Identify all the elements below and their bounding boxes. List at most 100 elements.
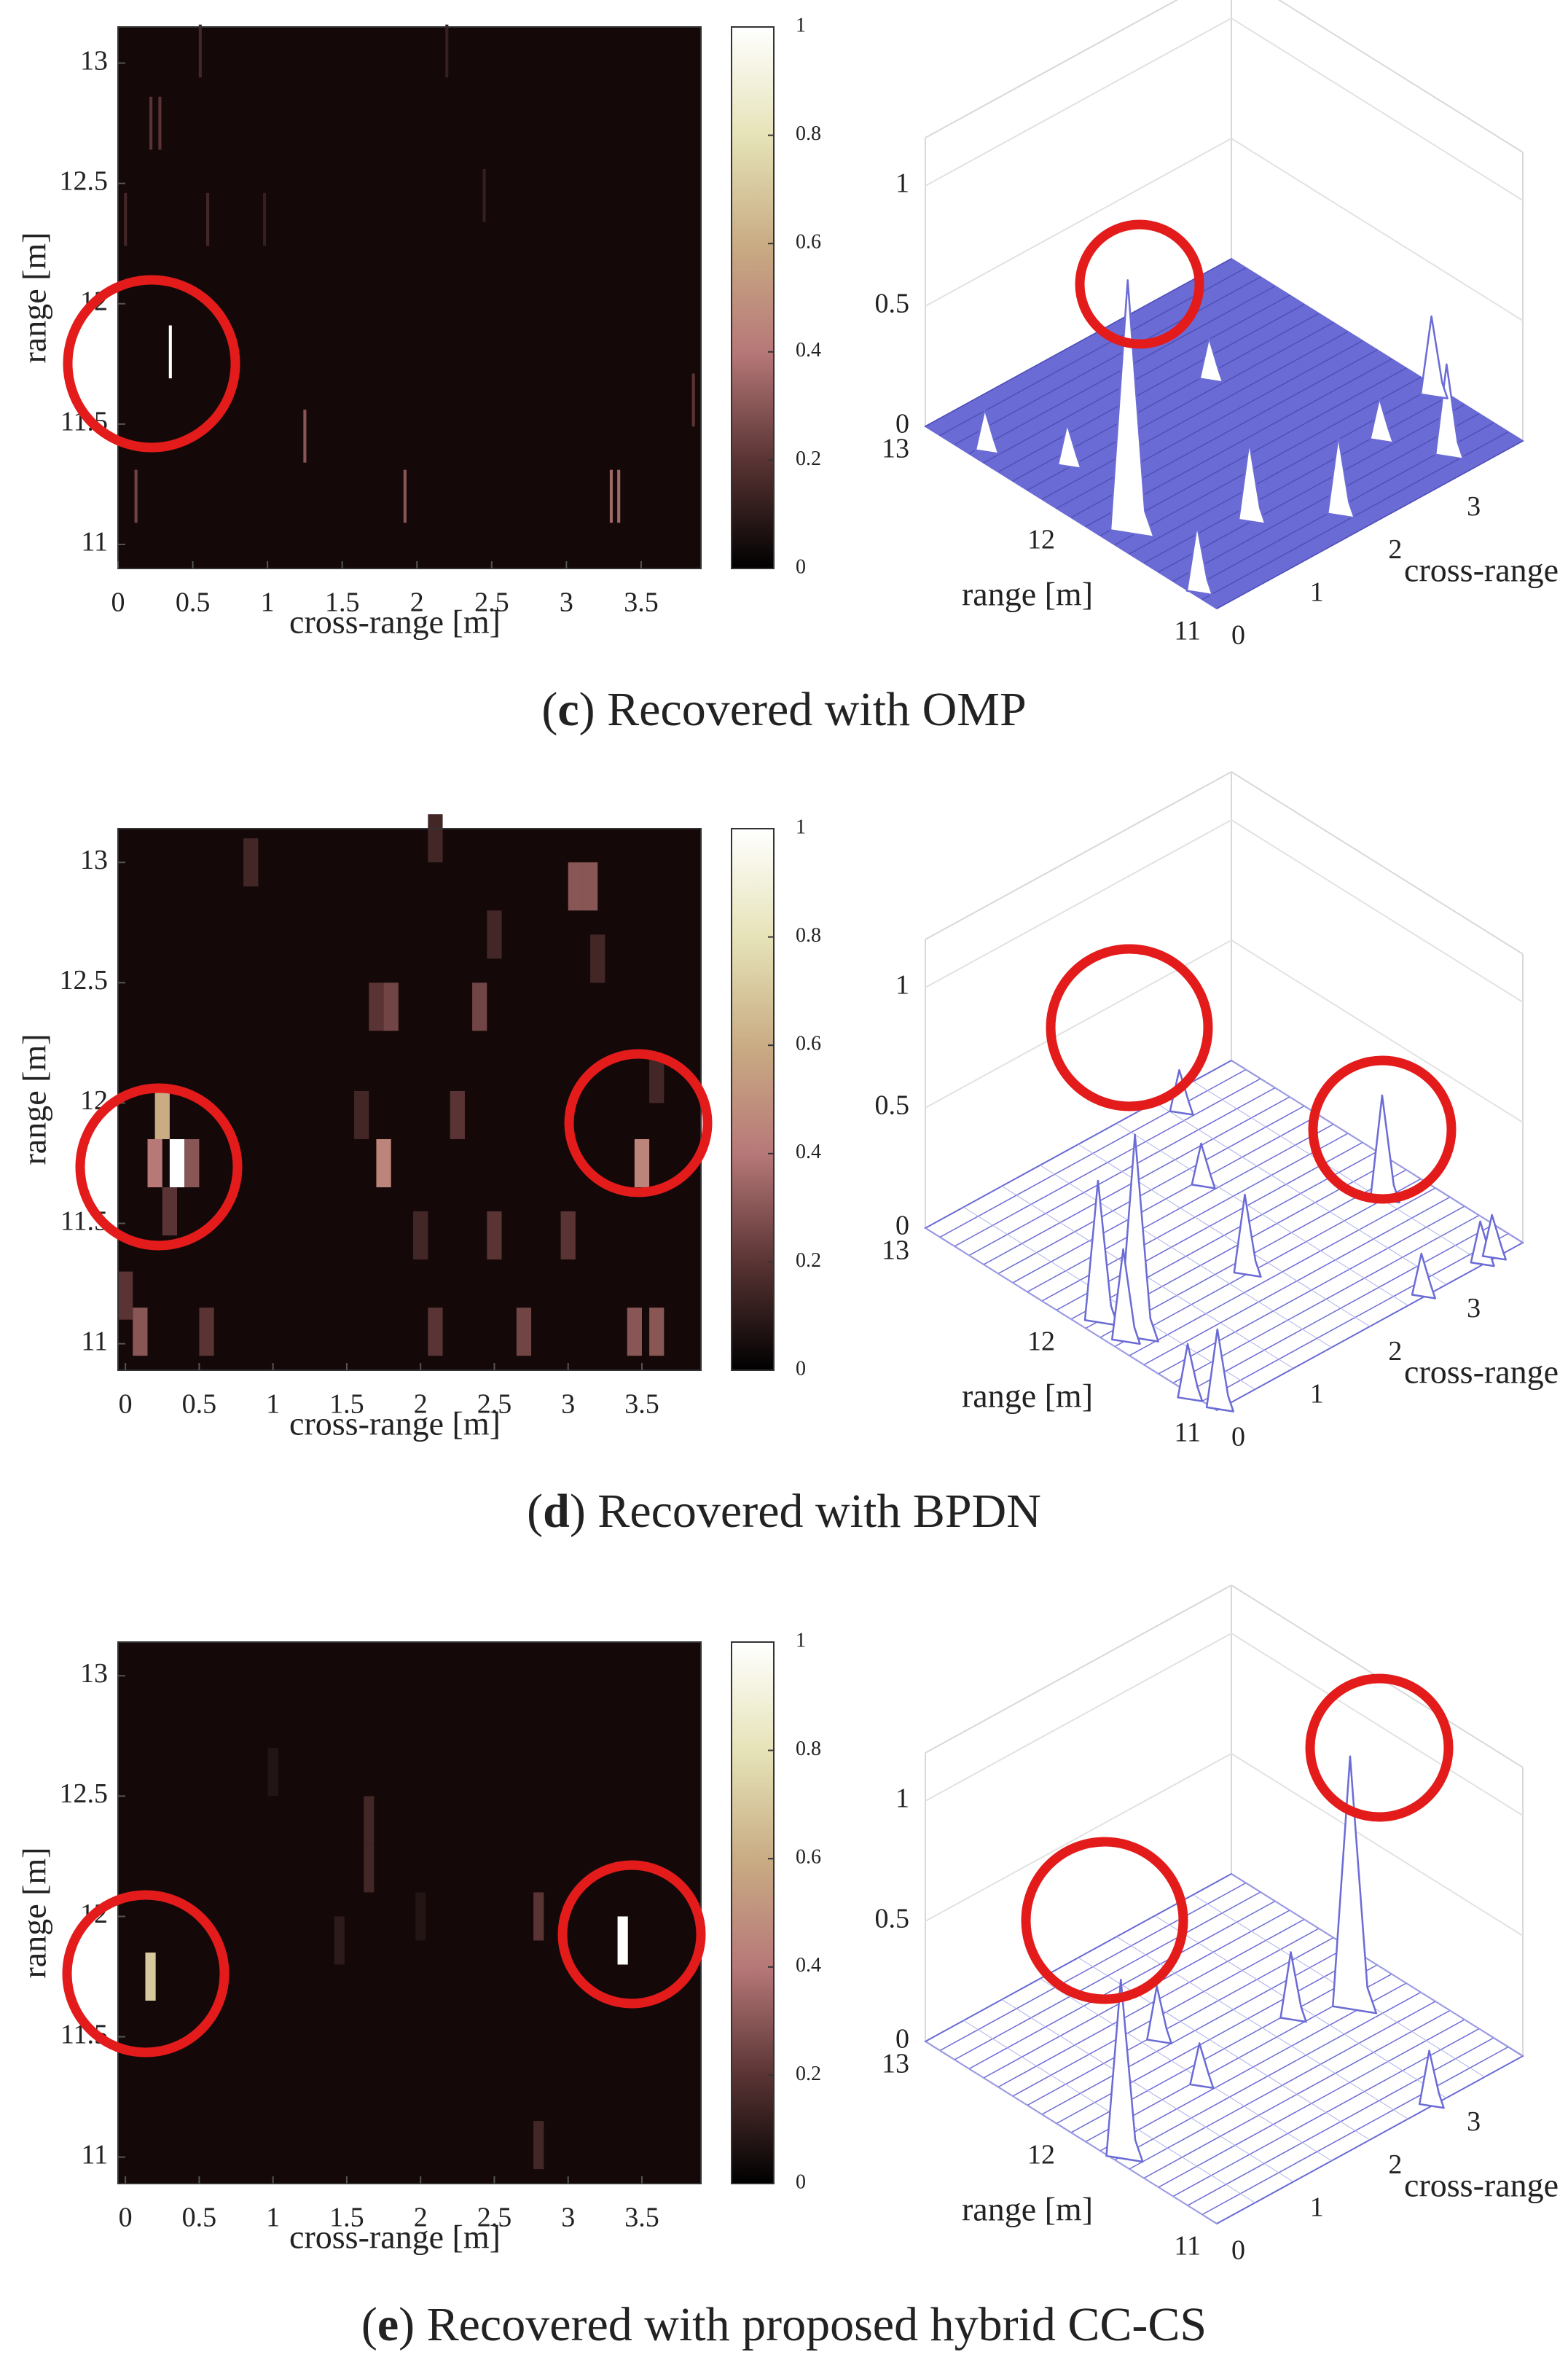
colorbar-tick-label: 0.2 [796,2063,821,2085]
x-tick-label: 2 [414,2203,428,2233]
mesh-line [1154,1102,1447,1285]
caption-part: ( [361,2298,377,2351]
heatmap-cell [582,862,598,911]
mesh-line [1216,440,1524,609]
y-axis-label: range [m] [16,232,53,363]
mesh-line [1041,331,1349,500]
x-tick-label: 1 [261,587,275,618]
wall-edge [1277,0,1524,153]
heatmap-cell [609,469,613,523]
heatmap-cell [134,469,138,523]
peak [1279,1951,1307,2023]
heatmap-background [118,1642,701,2184]
z-tick-label: 0 [895,2024,909,2055]
heatmap-cell [133,1308,148,1356]
mesh-line [1078,1957,1371,2141]
y-tick-label: 12 [1027,525,1055,555]
heatmap-cell [124,192,128,246]
heatmap-cell [184,1138,200,1188]
mesh-line [925,2041,1218,2224]
heatmap-cell [158,96,162,150]
peak [1237,440,1266,525]
heatmap-cell [415,1892,426,1941]
y-tick-label: 12.5 [60,1778,109,1809]
highlight-circle [63,275,240,453]
peak [1205,1328,1235,1412]
peak [1057,423,1082,469]
heatmap-cell [147,1138,162,1188]
y-tick-label: 13 [882,1235,909,1266]
heatmap-cell [627,1308,642,1356]
heatmap-cell [428,1308,443,1356]
mesh-line [1040,1165,1332,1348]
x-tick-label: 3 [560,587,573,618]
y-tick-label: 13 [882,2049,909,2079]
heatmap-cell [376,1138,391,1188]
y-tick-label: 11 [81,527,108,558]
heatmap-cell [428,814,443,863]
peak [1369,396,1395,444]
colorbar-tick-label: 0 [796,2170,806,2193]
colorbar-tick-label: 1 [796,14,806,36]
x-tick-label: 2 [410,587,424,618]
x-tick-label: 3.5 [624,2203,659,2233]
caption-part: ( [527,1485,543,1538]
heatmap-cell [168,325,172,379]
caption: (e) Recovered with proposed hybrid CC-CS [361,2298,1207,2351]
heatmap-cell [303,410,307,463]
caption: (d) Recovered with BPDN [527,1485,1041,1538]
heatmap-cell [634,1138,650,1188]
heatmap-cell [649,1308,665,1356]
grid-line [925,939,1524,1123]
heatmap-cell [445,24,449,78]
highlight-circle [1021,1837,1188,2004]
heatmap-cell [267,1748,278,1797]
mesh-line [1231,1873,1524,2057]
peak [1199,336,1224,383]
x-tick-label: 0.5 [182,2203,217,2233]
z-tick-label: 0.5 [875,289,910,319]
heatmap-cell [145,1952,156,2001]
heatmap-cell [560,1211,576,1260]
x-tick-label: 1 [266,1389,280,1420]
heatmap-cell [649,1055,665,1103]
highlight-circle [1308,1055,1457,1204]
caption-part: ) Recovered with proposed hybrid CC-CS [399,2298,1207,2351]
x-axis-label: cross-range [m] [1404,552,1568,589]
colorbar-tick-label: 0 [796,555,806,578]
heatmap-cell [369,982,384,1031]
y-axis-label: range [m] [16,1033,53,1165]
x-tick-label: 3 [1467,2106,1481,2137]
caption-part: ( [541,683,557,736]
x-tick-label: 2 [1388,534,1402,565]
x-tick-label: 2.5 [474,587,509,618]
grid-line [925,1752,1524,1937]
heatmap-cell [149,96,153,150]
x-tick-label: 1 [266,2203,280,2233]
x-tick-label: 2 [1388,1336,1402,1367]
y-tick-label: 12 [1027,1326,1055,1357]
mesh-line [1202,431,1509,601]
peak [974,407,1000,455]
mesh-line [997,303,1305,473]
y-tick-label: 12.5 [60,165,109,196]
mesh-line [925,258,1232,427]
x-tick-label: 1.5 [325,587,360,618]
mesh-line [1114,376,1422,546]
peak [1191,1142,1216,1189]
x-tick-label: 2 [1388,2149,1402,2180]
y-tick-label: 13 [80,45,108,76]
x-tick-label: 0 [1231,2235,1245,2266]
caption: (c) Recovered with OMP [541,683,1026,736]
x-tick-label: 1 [1310,2192,1324,2223]
highlight-circle [564,1049,713,1197]
heatmap-cell [472,982,487,1031]
heatmap-cell [206,192,210,246]
highlight-circle [75,1083,243,1251]
x-tick-label: 3 [1467,1293,1481,1324]
heatmap-cell [617,469,621,523]
caption-part: d [543,1485,570,1538]
colorbar-tick-label: 0.2 [796,448,821,470]
peak [1185,524,1214,596]
x-tick-label: 0 [119,2203,133,2233]
